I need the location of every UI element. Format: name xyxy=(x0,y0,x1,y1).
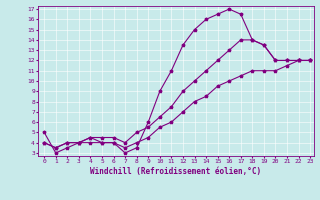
X-axis label: Windchill (Refroidissement éolien,°C): Windchill (Refroidissement éolien,°C) xyxy=(91,167,261,176)
